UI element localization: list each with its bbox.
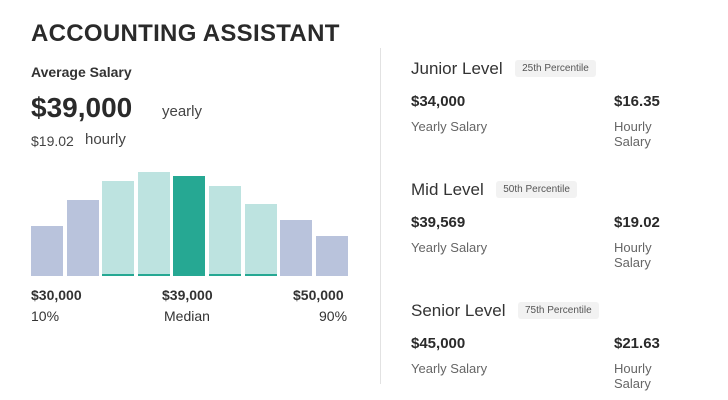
level-name: Mid Level (411, 180, 484, 199)
median-salary-value: $39,000 (162, 287, 213, 303)
yearly-salary-amount: $34,000 (411, 93, 466, 110)
distribution-bar (66, 200, 99, 276)
column-divider (380, 48, 381, 384)
level-name: Junior Level (411, 59, 503, 78)
low-percentile-label: 10% (31, 308, 60, 324)
level-name: Senior Level (411, 301, 506, 320)
average-salary-label: Average Salary (31, 64, 132, 80)
page-title: ACCOUNTING ASSISTANT (31, 20, 340, 47)
distribution-bar (137, 172, 170, 276)
average-hourly-amount: $19.02 (31, 133, 74, 149)
percentile-badge: 75th Percentile (517, 302, 599, 319)
distribution-bar (315, 236, 348, 276)
high-salary-value: $50,000 (293, 287, 344, 303)
distribution-bar (280, 220, 313, 276)
high-percentile-label: 90% (319, 308, 348, 324)
median-bar (173, 176, 206, 276)
percentile-badge: 50th Percentile (496, 181, 577, 198)
level-junior: Junior Level 25th Percentile $34,000 $16… (411, 59, 711, 149)
salary-distribution-chart (31, 168, 348, 276)
hourly-salary-amount: $19.02 (614, 214, 660, 231)
distribution-bar (31, 226, 63, 276)
hourly-salary-amount: $21.63 (614, 335, 660, 352)
low-salary-value: $30,000 (31, 287, 82, 303)
bar-underline (244, 274, 277, 276)
bar-underline (102, 274, 135, 276)
average-hourly-period: hourly (85, 131, 126, 148)
average-salary-amount: $39,000 (31, 92, 133, 123)
level-senior: Senior Level 75th Percentile $45,000 $21… (411, 301, 711, 391)
distribution-bar (244, 204, 277, 276)
hourly-salary-label: Hourly Salary (614, 240, 652, 270)
yearly-salary-label: Yearly Salary (411, 240, 488, 255)
hourly-salary-label: Hourly Salary (614, 361, 652, 391)
distribution-bar (102, 181, 135, 276)
hourly-salary-label: Hourly Salary (614, 119, 652, 149)
yearly-salary-amount: $45,000 (411, 335, 466, 352)
yearly-salary-label: Yearly Salary (411, 361, 488, 376)
bar-underline (137, 274, 170, 276)
average-salary-period: yearly (162, 103, 203, 120)
yearly-salary-label: Yearly Salary (411, 119, 488, 134)
hourly-salary-amount: $16.35 (614, 93, 660, 110)
percentile-badge: 25th Percentile (515, 60, 596, 77)
bar-underline (209, 274, 241, 276)
yearly-salary-amount: $39,569 (411, 214, 466, 231)
level-mid: Mid Level 50th Percentile $39,569 $19.02… (411, 180, 711, 270)
distribution-bar (209, 186, 241, 276)
median-percentile-label: Median (164, 308, 210, 324)
